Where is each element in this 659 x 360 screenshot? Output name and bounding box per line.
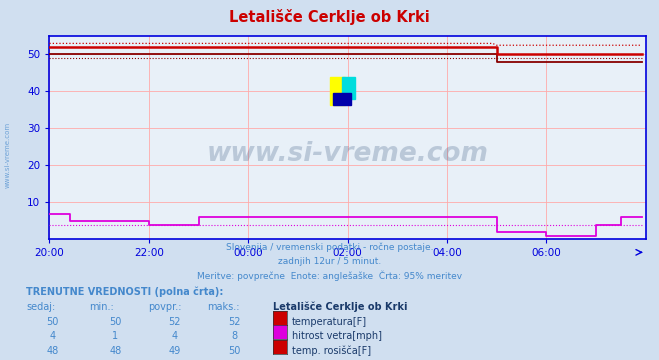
Text: 52: 52 bbox=[228, 317, 240, 327]
Text: zadnjih 12ur / 5 minut.: zadnjih 12ur / 5 minut. bbox=[278, 257, 381, 266]
Text: maks.:: maks.: bbox=[208, 302, 240, 312]
Text: min.:: min.: bbox=[89, 302, 114, 312]
Text: Letališče Cerklje ob Krki: Letališče Cerklje ob Krki bbox=[229, 9, 430, 25]
Text: 50: 50 bbox=[47, 317, 59, 327]
Text: 48: 48 bbox=[109, 346, 121, 356]
Text: temperatura[F]: temperatura[F] bbox=[292, 317, 367, 327]
Text: TRENUTNE VREDNOSTI (polna črta):: TRENUTNE VREDNOSTI (polna črta): bbox=[26, 286, 224, 297]
Text: 8: 8 bbox=[231, 331, 237, 341]
Text: 1: 1 bbox=[112, 331, 119, 341]
Text: 52: 52 bbox=[169, 317, 181, 327]
Bar bbox=[341, 77, 355, 99]
Bar bbox=[333, 93, 351, 105]
Text: hitrost vetra[mph]: hitrost vetra[mph] bbox=[292, 331, 382, 341]
Text: 4: 4 bbox=[171, 331, 178, 341]
Text: povpr.:: povpr.: bbox=[148, 302, 182, 312]
Text: Meritve: povprečne  Enote: anglešaške  Črta: 95% meritev: Meritve: povprečne Enote: anglešaške Črt… bbox=[197, 271, 462, 281]
Text: temp. rosišča[F]: temp. rosišča[F] bbox=[292, 346, 371, 356]
Text: 4: 4 bbox=[49, 331, 56, 341]
Text: Letališče Cerklje ob Krki: Letališče Cerklje ob Krki bbox=[273, 302, 408, 312]
Text: 48: 48 bbox=[47, 346, 59, 356]
Text: 49: 49 bbox=[169, 346, 181, 356]
Text: www.si-vreme.com: www.si-vreme.com bbox=[5, 122, 11, 188]
Text: 50: 50 bbox=[228, 346, 240, 356]
Bar bbox=[330, 77, 345, 105]
Text: 50: 50 bbox=[109, 317, 121, 327]
Text: Slovenija / vremenski podatki - ročne postaje.: Slovenija / vremenski podatki - ročne po… bbox=[226, 243, 433, 252]
Text: sedaj:: sedaj: bbox=[26, 302, 55, 312]
Text: www.si-vreme.com: www.si-vreme.com bbox=[207, 141, 488, 167]
